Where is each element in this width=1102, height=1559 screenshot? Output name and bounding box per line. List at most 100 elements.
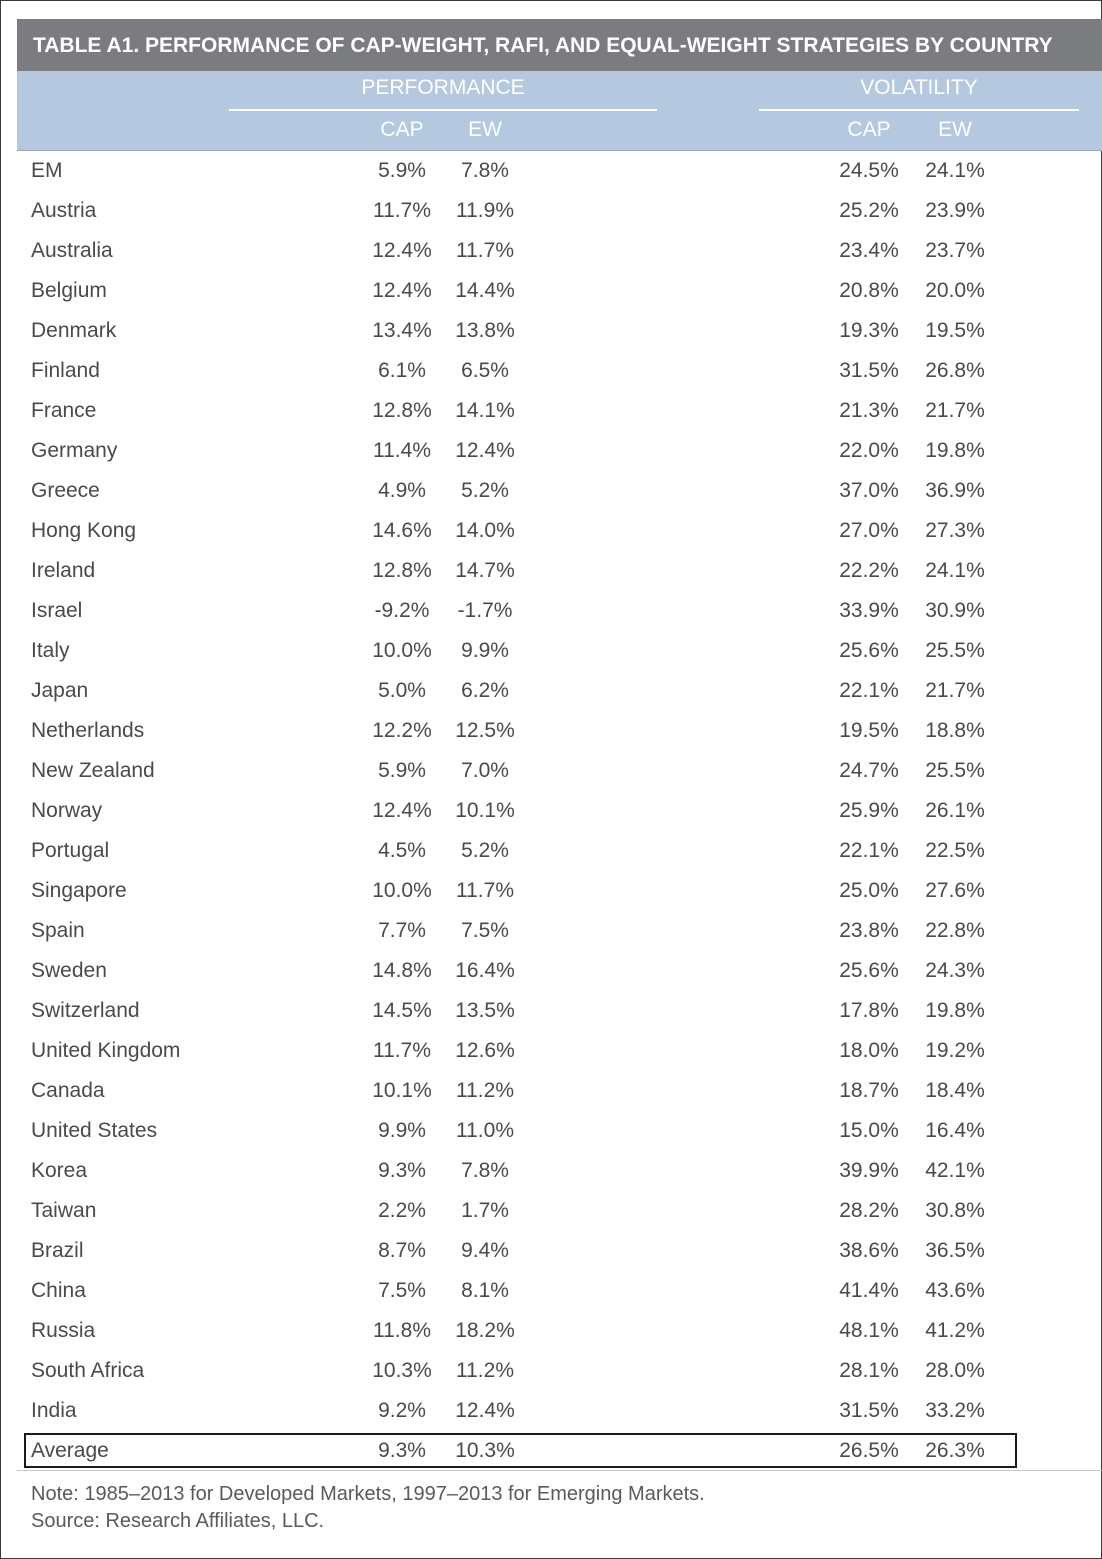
vol-ew-cell: 25.5% [925,759,985,782]
perf-ew-cell: -1.7% [457,599,513,622]
country-cell: Average [31,1439,109,1462]
perf-cap-cell: 11.4% [373,439,431,462]
table-row: Austria 11.7% 11.9% 25.2% 23.9% [17,191,1102,231]
table-row: Taiwan 2.2% 1.7% 28.2% 30.8% [17,1191,1102,1231]
perf-ew-cell: 13.5% [455,999,515,1022]
table-row: China 7.5% 8.1% 41.4% 43.6% [17,1271,1102,1311]
perf-cap-cell: 7.5% [378,1279,426,1302]
vol-ew-cell: 36.5% [925,1239,985,1262]
vol-cap-cell: 37.0% [839,479,899,502]
table-row: Greece 4.9% 5.2% 37.0% 36.9% [17,471,1102,511]
vol-cap-cell: 19.5% [839,719,899,742]
vol-ew-cell: 24.3% [925,959,985,982]
vol-cap-cell: 48.1% [839,1319,899,1342]
vol-cap-cell: 31.5% [839,1399,899,1422]
country-cell: United States [31,1119,158,1142]
perf-cap-cell: 7.7% [378,919,426,942]
perf-cap-cell: 14.5% [372,999,432,1022]
perf-cap-cell: 4.9% [378,479,426,502]
volatility-group-header: VOLATILITY [860,76,978,99]
perf-cap-cell: 10.0% [372,639,432,662]
source-note: Source: Research Affiliates, LLC. [31,1510,325,1532]
table-row: EM 5.9% 7.8% 24.5% 24.1% [17,151,1102,191]
vol-ew-cell: 20.0% [925,279,985,302]
vol-ew-cell: 43.6% [925,1279,985,1302]
vol-ew-cell: 26.3% [925,1439,985,1462]
table-title: TABLE A1. PERFORMANCE OF CAP-WEIGHT, RAF… [17,19,1102,71]
perf-cap-cell: 6.1% [378,359,426,382]
perf-ew-cell: 11.2% [456,1359,514,1382]
perf-ew-cell: 16.4% [455,959,515,982]
perf-ew-cell: 14.4% [455,279,515,302]
vol-cap-cell: 25.0% [839,879,899,902]
country-cell: Greece [31,479,100,502]
table-row: Belgium 12.4% 14.4% 20.8% 20.0% [17,271,1102,311]
perf-ew-cell: 11.0% [456,1119,514,1142]
country-cell: Netherlands [31,719,145,742]
perf-cap-cell: 5.9% [378,759,426,782]
perf-cap-cell: 11.7% [373,199,431,222]
table-row: Singapore 10.0% 11.7% 25.0% 27.6% [17,871,1102,911]
vol-ew-cell: 19.2% [925,1039,985,1062]
table-row: Denmark 13.4% 13.8% 19.3% 19.5% [17,311,1102,351]
vol-cap-cell: 25.9% [839,799,899,822]
vol-ew-cell: 21.7% [925,679,985,702]
perf-ew-cell: 13.8% [455,319,515,342]
country-cell: Australia [31,239,113,262]
perf-ew-cell: 5.2% [461,479,509,502]
vol-ew-cell: 36.9% [925,479,985,502]
perf-ew-cell: 10.3% [455,1439,515,1462]
vol-cap-cell: 33.9% [839,599,899,622]
country-cell: China [31,1279,86,1302]
vol-ew-cell: 24.1% [925,559,985,582]
perf-cap-cell: 13.4% [372,319,432,342]
vol-cap-cell: 38.6% [839,1239,899,1262]
vol-cap-cell: 22.1% [839,839,899,862]
table-row: Germany 11.4% 12.4% 22.0% 19.8% [17,431,1102,471]
vol-ew-cell: 23.9% [925,199,985,222]
perf-cap-cell: 12.2% [372,719,432,742]
performance-group-header: PERFORMANCE [361,76,525,99]
vol-ew-cell: 19.5% [925,319,985,342]
country-cell: Brazil [31,1239,84,1262]
vol-ew-cell: 18.8% [925,719,985,742]
table-row: Portugal 4.5% 5.2% 22.1% 22.5% [17,831,1102,871]
perf-cap-cell: 14.6% [372,519,432,542]
perf-ew-cell: 12.4% [455,439,515,462]
perf-ew-cell: 9.9% [461,639,509,662]
country-cell: EM [31,159,63,182]
country-cell: Norway [31,799,103,822]
vol-cap-cell: 19.3% [839,319,899,342]
perf-ew-cell: 11.7% [456,879,514,902]
vol-ew-header: EW [938,118,972,141]
perf-ew-cell: 12.6% [455,1039,515,1062]
perf-cap-cell: 12.4% [372,279,432,302]
vol-cap-cell: 15.0% [839,1119,899,1142]
vol-cap-cell: 31.5% [839,359,899,382]
average-row: Average 9.3% 10.3% 26.5% 26.3% [17,1431,1102,1471]
vol-cap-cell: 22.0% [839,439,899,462]
vol-cap-cell: 22.1% [839,679,899,702]
table-row: Hong Kong 14.6% 14.0% 27.0% 27.3% [17,511,1102,551]
vol-ew-cell: 27.6% [925,879,985,902]
table-row: India 9.2% 12.4% 31.5% 33.2% [17,1391,1102,1431]
perf-ew-cell: 10.1% [455,799,515,822]
vol-cap-cell: 20.8% [839,279,899,302]
table-row: Italy 10.0% 9.9% 25.6% 25.5% [17,631,1102,671]
country-cell: Russia [31,1319,96,1342]
country-cell: Belgium [31,279,107,302]
footer-divider [17,1470,1102,1471]
country-cell: Sweden [31,959,107,982]
table-row: Canada 10.1% 11.2% 18.7% 18.4% [17,1071,1102,1111]
table-row: Brazil 8.7% 9.4% 38.6% 36.5% [17,1231,1102,1271]
country-cell: Hong Kong [31,519,137,542]
vol-cap-cell: 24.5% [839,159,899,182]
vol-cap-cell: 18.0% [839,1039,899,1062]
vol-cap-cell: 23.4% [839,239,899,262]
vol-cap-cell: 25.2% [839,199,899,222]
perf-cap-header: CAP [380,118,424,141]
performance-group-rule [229,109,657,111]
perf-cap-cell: 2.2% [378,1199,426,1222]
vol-ew-cell: 18.4% [925,1079,985,1102]
